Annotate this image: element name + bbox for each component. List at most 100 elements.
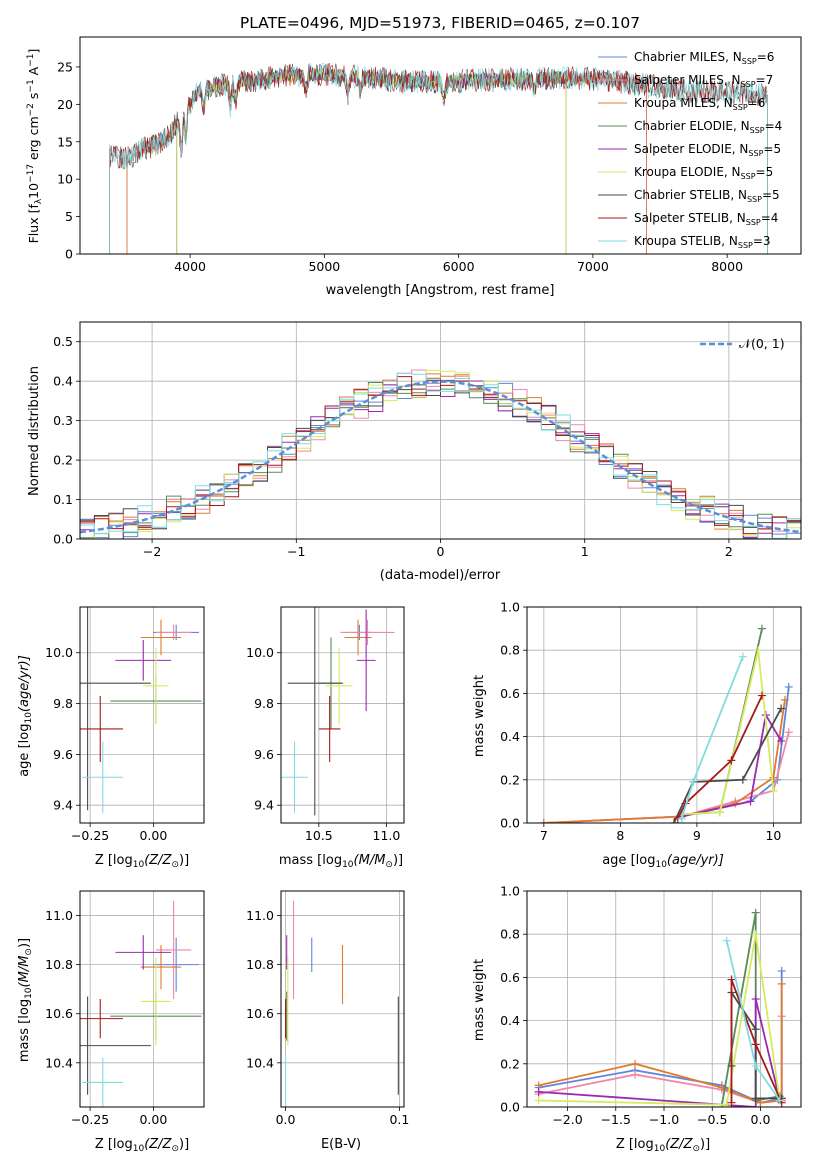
spectrum-line-salpeter-miles	[126, 68, 647, 164]
weight-line-kroupa-elodie	[681, 649, 775, 816]
weight-marker-chabrier-elodie	[757, 624, 766, 633]
z-age-panel: −0.25 0.00 9.4 9.6 9.8 10.0 Z [log10(Z/Z⊙)] a…	[17, 606, 205, 870]
weight-marker-chabrier-stelib	[751, 1025, 760, 1034]
weight-marker-kroupa-elodie	[534, 1096, 543, 1105]
x-tick-label: 8	[616, 828, 624, 843]
x-tick-label: 7	[540, 828, 548, 843]
weight-marker-kroupa-elodie	[715, 808, 724, 817]
legend-label-chabrier-elodie: Chabrier ELODIE, NSSP=4	[634, 119, 782, 135]
y-tick-label: 25	[57, 59, 73, 74]
spectrum-legend: Chabrier MILES, NSSP=6 Salpeter MILES, NS…	[598, 50, 782, 250]
mass_age-data	[281, 607, 395, 816]
weight-marker-kroupa-miles	[777, 979, 786, 988]
x-tick-label: −0.5	[697, 1112, 727, 1127]
weight-marker-kroupa-stelib	[689, 777, 698, 786]
x-tick-label: 6000	[443, 259, 475, 274]
legend-label-salpeter-stelib: Salpeter STELIB, NSSP=4	[634, 211, 778, 227]
legend-label-salpeter-elodie: Salpeter ELODIE, NSSP=5	[634, 142, 781, 158]
weight-marker-chabrier-miles	[784, 682, 793, 691]
residuals-ylabel: Normed distribution	[27, 366, 42, 496]
axes-frame	[79, 36, 802, 255]
axes-frame	[280, 890, 405, 1108]
y-tick-label: 0.3	[53, 413, 73, 428]
legend-label-chabrier-miles: Chabrier MILES, NSSP=6	[634, 50, 774, 66]
x-tick-label: 1	[581, 544, 589, 559]
spectrum-data	[109, 62, 768, 254]
z-age-ylabel: age [log10(age/yr)]	[17, 655, 34, 777]
weight-marker-salpeter-elodie	[534, 1087, 543, 1096]
z-weight-plot-area: −2.0 −1.5 −1.0 −0.5 0.0 0.0 0.2 0.4 0.6 0.8 1.0	[500, 884, 802, 1127]
weight-line-kroupa-miles	[538, 983, 783, 1104]
y-tick-label: 10.8	[246, 957, 274, 972]
z_age-data	[80, 607, 202, 813]
legend-label-kroupa-elodie: Kroupa ELODIE, NSSP=5	[634, 165, 773, 181]
residuals-panel: −2 −1 0 1 2 0.0 0.1 0.2 0.3 0.4 0.5 (data-model)/e…	[27, 321, 802, 583]
weight-marker-salpeter-miles	[631, 1070, 640, 1079]
y-tick-label: 0.4	[53, 374, 73, 389]
spectrum-ylabel: Flux [fλ10−17 erg cm−2 s−1 A−1]	[26, 49, 44, 244]
weight-marker-salpeter-stelib	[751, 1040, 760, 1049]
ebv-mass-xlabel: E(B-V)	[321, 1137, 361, 1152]
x-tick-label: 0.00	[139, 1112, 167, 1127]
y-tick-label: 11.0	[45, 908, 73, 923]
weight-marker-chabrier-stelib	[669, 819, 678, 823]
weight-marker-chabrier-elodie	[751, 908, 760, 917]
weight-marker-salpeter-elodie	[751, 995, 760, 1003]
normal-curve	[80, 380, 801, 534]
x-tick-label: 0.1	[389, 1112, 409, 1127]
weight-line-salpeter-miles	[538, 1016, 783, 1104]
x-tick-label: 8000	[711, 259, 743, 274]
x-tick-label: 11.0	[373, 828, 401, 843]
weight-marker-salpeter-stelib	[727, 975, 736, 984]
weight-line-salpeter-elodie	[681, 712, 782, 818]
y-tick-label: 0.0	[500, 816, 520, 831]
y-tick-label: 0	[65, 247, 73, 262]
y-tick-label: 10.0	[45, 645, 73, 660]
x-tick-label: 9	[693, 828, 701, 843]
weight-line-kroupa-stelib	[680, 656, 744, 819]
y-tick-label: 0.2	[53, 453, 73, 468]
weight-line-salpeter-miles	[543, 732, 790, 823]
spectrum-line-kroupa-stelib	[109, 62, 768, 170]
weight-marker-kroupa-elodie	[754, 646, 763, 655]
z-weight-ylabel: mass weight	[472, 959, 487, 1041]
y-tick-label: 15	[57, 134, 73, 149]
y-tick-label: 0.2	[500, 1056, 520, 1071]
residuals-plot-area: −2 −1 0 1 2 0.0 0.1 0.2 0.3 0.4 0.5	[53, 321, 802, 559]
residuals-xlabel: (data-model)/error	[380, 568, 501, 583]
y-tick-label: 0.6	[500, 686, 520, 701]
weight-marker-kroupa-stelib	[751, 1061, 760, 1070]
z-age-xlabel: Z [log10(Z/Z⊙)]	[95, 853, 189, 870]
y-tick-label: 0.5	[53, 334, 73, 349]
age-weight-panel: 7 8 9 10 0.0 0.2 0.4 0.6 0.8 1.0 age [log10(age/y…	[472, 600, 802, 870]
y-tick-label: 0.2	[500, 772, 520, 787]
weight-marker-salpeter-stelib	[727, 756, 736, 765]
y-tick-label: 10.6	[45, 1006, 73, 1021]
y-tick-label: 10.4	[45, 1055, 73, 1070]
weight-line-salpeter-stelib	[676, 695, 763, 820]
ebv-mass-panel: 0.0 0.1 10.4 10.6 10.8 11.0 E(B-V)	[246, 890, 409, 1152]
x-tick-label: −2.0	[552, 1112, 582, 1127]
y-tick-label: 11.0	[246, 908, 274, 923]
z-weight-xlabel: Z [log10(Z/Z⊙)]	[616, 1137, 710, 1154]
y-tick-label: 0.1	[53, 492, 73, 507]
weight-marker-kroupa-miles	[631, 1059, 640, 1068]
figure-title: PLATE=0496, MJD=51973, FIBERID=0465, z=0…	[240, 14, 640, 32]
spectrum-line-chabrier-miles	[126, 68, 647, 165]
x-tick-label: −2	[143, 544, 161, 559]
z_weight-data	[534, 908, 786, 1107]
mass-age-panel: 10.5 11.0 9.4 9.6 9.8 10.0 mass [log10(M/M⊙)]	[246, 606, 405, 870]
z-weight-panel: −2.0 −1.5 −1.0 −0.5 0.0 0.0 0.2 0.4 0.6 0.8 1.0 Z …	[472, 884, 802, 1154]
y-tick-label: 0.8	[500, 643, 520, 658]
z-mass-ylabel: mass [log10(M/M⊙)]	[17, 938, 34, 1062]
weight-marker-salpeter-elodie	[746, 797, 755, 806]
axes-frame	[280, 606, 405, 824]
axes-frame	[79, 890, 205, 1108]
legend-label-salpeter-miles: Salpeter MILES, NSSP=7	[634, 73, 773, 89]
z_mass-data	[80, 900, 202, 1107]
y-tick-label: 0.0	[500, 1100, 520, 1115]
legend-label-kroupa-stelib: Kroupa STELIB, NSSP=3	[634, 234, 771, 250]
x-tick-label: 7000	[577, 259, 609, 274]
x-tick-label: 4000	[174, 259, 206, 274]
z-age-plot-area: −0.25 0.00 9.4 9.6 9.8 10.0	[45, 606, 205, 843]
